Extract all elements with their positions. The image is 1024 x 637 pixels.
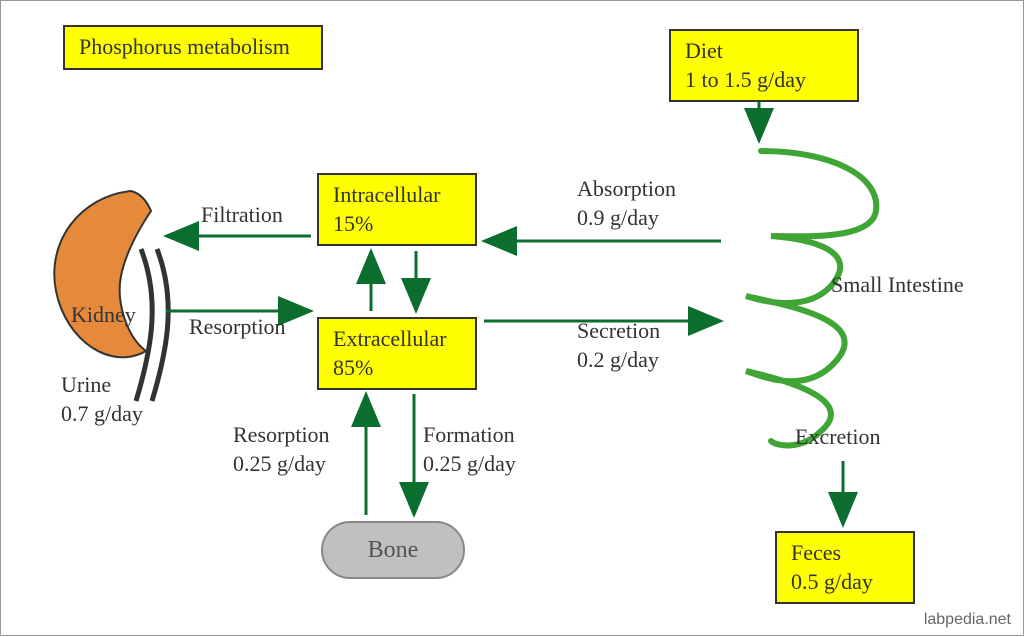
intracellular-box: Intracellular 15% — [317, 173, 477, 246]
excretion-label: Excretion — [795, 423, 881, 452]
feces-box: Feces 0.5 g/day — [775, 531, 915, 604]
bone-node: Bone — [321, 521, 465, 579]
resorption-kidney-label: Resorption — [189, 313, 286, 342]
title-text: Phosphorus metabolism — [79, 34, 290, 59]
kidney-label: Kidney — [71, 301, 136, 330]
diet-line1: Diet — [685, 38, 723, 63]
diet-box: Diet 1 to 1.5 g/day — [669, 29, 859, 102]
intracellular-line2: 15% — [333, 211, 373, 236]
intracellular-line1: Intracellular — [333, 182, 441, 207]
extracellular-box: Extracellular 85% — [317, 317, 477, 390]
watermark: labpedia.net — [924, 611, 1011, 629]
bone-label: Bone — [368, 537, 419, 564]
extracellular-line2: 85% — [333, 355, 373, 380]
small-intestine-label: Small Intestine — [831, 271, 964, 300]
kidney-shape — [54, 191, 168, 401]
secretion-label: Secretion 0.2 g/day — [577, 317, 660, 374]
feces-line2: 0.5 g/day — [791, 569, 873, 594]
absorption-label: Absorption 0.9 g/day — [577, 175, 676, 232]
urine-label: Urine 0.7 g/day — [61, 371, 143, 428]
filtration-label: Filtration — [201, 201, 283, 230]
diagram-canvas: Phosphorus metabolism Diet 1 to 1.5 g/da… — [0, 0, 1024, 636]
title-box: Phosphorus metabolism — [63, 25, 323, 70]
resorption-bone-label: Resorption 0.25 g/day — [233, 421, 330, 478]
diet-line2: 1 to 1.5 g/day — [685, 67, 806, 92]
formation-label: Formation 0.25 g/day — [423, 421, 516, 478]
extracellular-line1: Extracellular — [333, 326, 447, 351]
feces-line1: Feces — [791, 540, 841, 565]
